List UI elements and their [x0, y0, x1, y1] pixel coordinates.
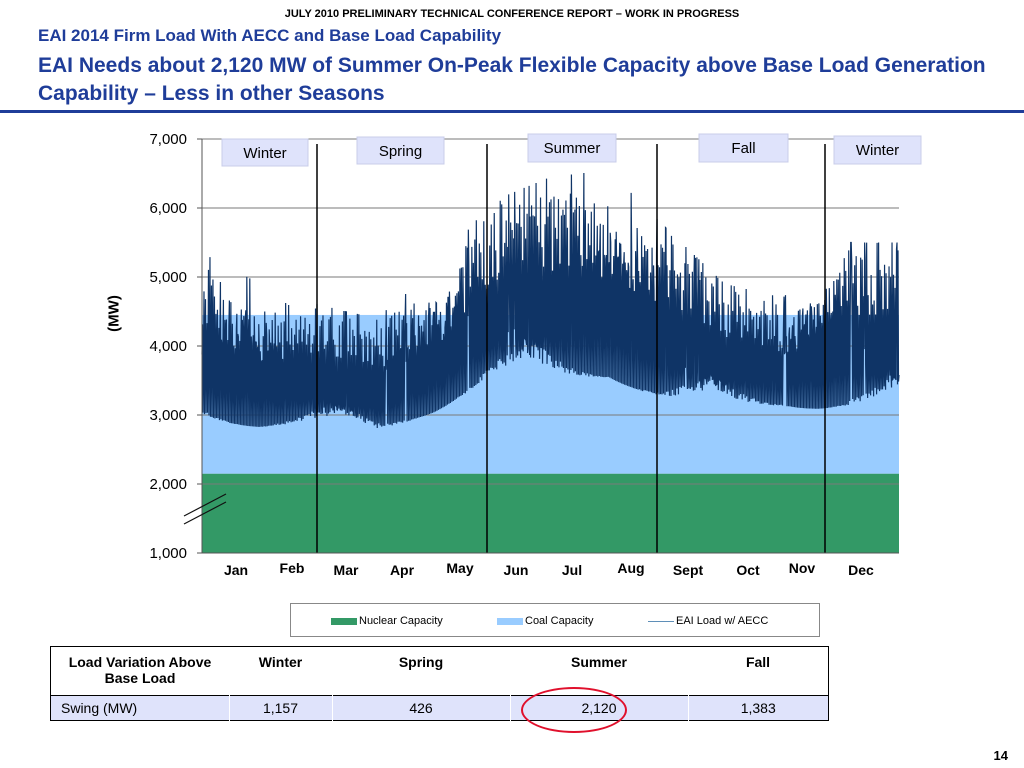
x-tick-label: Aug [617, 560, 644, 576]
x-tick-label: Dec [848, 562, 874, 578]
swing-table: Load Variation Above Base Load Winter Sp… [50, 646, 829, 721]
table-row: Swing (MW) 1,157 426 2,120 1,383 [50, 695, 829, 721]
legend-swatch-nuclear [331, 617, 357, 625]
table-header-row: Load Variation Above Base Load Winter Sp… [51, 647, 829, 696]
y-tick-label: 4,000 [149, 338, 187, 355]
legend-label-nuclear: Nuclear Capacity [359, 615, 443, 627]
x-tick-label: Mar [334, 562, 359, 578]
slide-title: EAI Needs about 2,120 MW of Summer On-Pe… [38, 54, 986, 105]
legend-label-coal: Coal Capacity [525, 615, 594, 627]
season-box [698, 133, 789, 163]
season-label: Winter [856, 142, 899, 159]
page-number: 14 [993, 748, 1008, 763]
season-box [356, 136, 445, 165]
y-tick-label: 7,000 [149, 131, 187, 148]
table-cell: 426 [332, 695, 511, 721]
legend-label-load: EAI Load w/ AECC [676, 615, 769, 627]
title-divider [0, 110, 1024, 113]
table-cell: Swing (MW) [50, 695, 230, 721]
chart-legend: Nuclear Capacity Coal Capacity EAI Load … [290, 603, 820, 637]
load-capability-chart: 1,000 2,000 3,000 4,000 5,000 6,000 7,000 Jan F… [149, 131, 922, 578]
y-tick-label: 1,000 [149, 545, 187, 562]
table-header-cell: Summer [570, 654, 628, 670]
y-tick-label: 6,000 [149, 200, 187, 217]
y-tick-label: 3,000 [149, 407, 187, 424]
season-label: Spring [379, 143, 422, 160]
season-label: Winter [243, 145, 286, 162]
axis-break-mark [183, 493, 227, 517]
eai-load-series-line [201, 172, 900, 428]
x-tick-label: Jul [562, 562, 582, 578]
legend-swatch-coal [497, 617, 523, 625]
y-axis-title: (MW) [105, 295, 123, 332]
x-tick-label: Nov [789, 560, 816, 576]
y-tick-label: 2,000 [149, 476, 187, 493]
y-tick-label: 5,000 [149, 269, 187, 286]
legend-swatch-load [648, 620, 674, 622]
x-tick-label: Sept [673, 562, 704, 578]
table-header-cell: Fall [745, 654, 771, 670]
axis-break-mark [183, 501, 227, 525]
table-cell: 1,157 [229, 695, 333, 721]
season-box [527, 133, 617, 163]
x-tick-label: Jan [224, 562, 248, 578]
season-label: Fall [731, 140, 755, 157]
nuclear-capacity-band [202, 473, 899, 553]
season-label: Summer [544, 140, 601, 157]
table-header-cell: Load Variation Above Base Load [68, 654, 212, 686]
season-box [221, 138, 309, 167]
table-header-cell: Winter [258, 654, 303, 670]
x-tick-label: Apr [390, 562, 415, 578]
x-tick-label: Feb [280, 560, 305, 576]
summer-highlight-circle [521, 687, 627, 733]
table-header-cell: Spring [398, 654, 444, 670]
legend-item-coal: Coal Capacity [497, 615, 593, 627]
slide-subtitle: EAI 2014 Firm Load With AECC and Base Lo… [38, 26, 502, 45]
table-cell: 1,383 [688, 695, 829, 721]
legend-item-nuclear: Nuclear Capacity [331, 615, 443, 627]
x-tick-label: May [446, 560, 473, 576]
legend-item-load: EAI Load w/ AECC [648, 615, 768, 627]
season-box [833, 135, 922, 165]
report-header-note: JULY 2010 PRELIMINARY TECHNICAL CONFEREN… [284, 8, 740, 20]
x-tick-label: Oct [736, 562, 760, 578]
x-tick-label: Jun [504, 562, 529, 578]
